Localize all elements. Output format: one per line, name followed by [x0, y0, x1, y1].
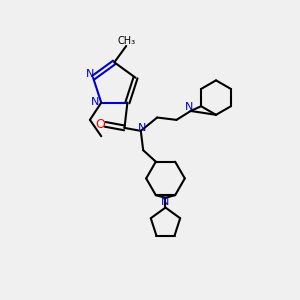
Text: CH₃: CH₃: [117, 36, 135, 46]
Text: N: N: [138, 123, 146, 133]
Text: O: O: [95, 118, 105, 131]
Text: N: N: [185, 102, 194, 112]
Text: N: N: [161, 196, 169, 207]
Text: N: N: [91, 97, 100, 107]
Text: N: N: [86, 69, 94, 79]
